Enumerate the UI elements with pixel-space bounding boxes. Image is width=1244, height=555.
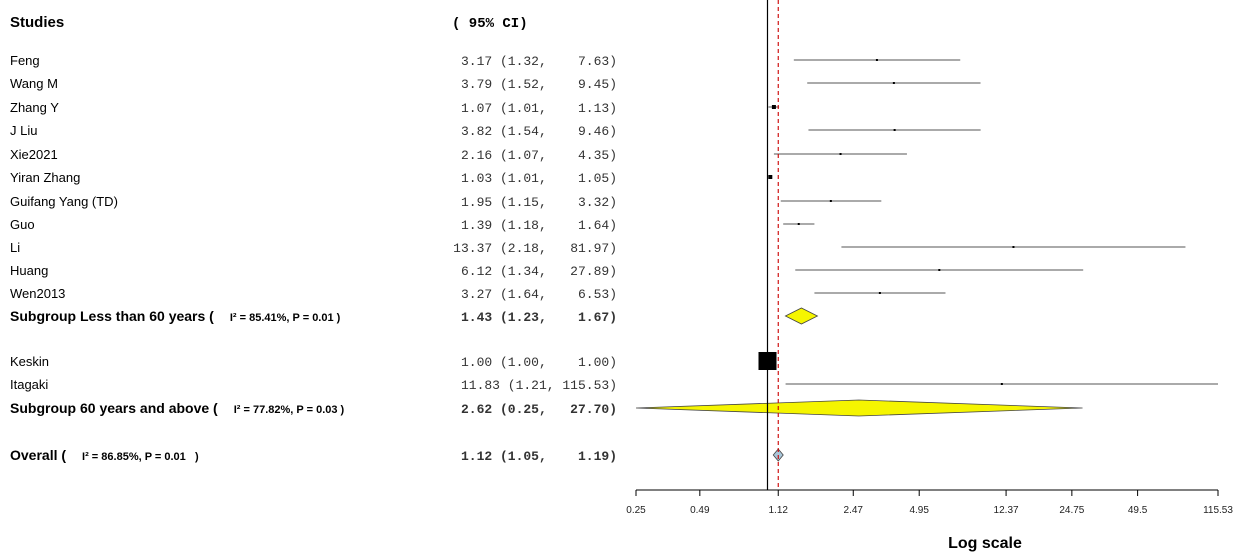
point-estimate: [938, 269, 941, 271]
x-tick-label: 1.12: [769, 505, 789, 516]
ci-text-column: 3.17 (1.32, 7.63) 3.79 (1.52, 9.45) 1.07 (…: [453, 54, 617, 464]
x-tick-label: 49.5: [1128, 505, 1148, 516]
header-ci: ( 95% CI): [452, 16, 528, 32]
row-label: Keskin: [10, 354, 49, 369]
row-label: Subgroup Less than 60 years (: [10, 308, 214, 324]
ci-text: 13.37 (2.18, 81.97): [453, 241, 617, 256]
x-tick-label: 0.25: [626, 505, 646, 516]
ci-text: 1.12 (1.05, 1.19): [461, 449, 617, 464]
point-estimate: [1012, 246, 1015, 248]
row-label: Xie2021: [10, 147, 58, 162]
ci-text: 1.95 (1.15, 3.32): [461, 195, 617, 210]
point-estimate: [875, 59, 878, 61]
x-tick-label: 115.53: [1203, 505, 1233, 516]
ci-text: 1.39 (1.18, 1.64): [461, 218, 617, 233]
row-label: J Liu: [10, 123, 37, 138]
point-estimate: [771, 105, 776, 109]
ci-text: 3.79 (1.52, 9.45): [461, 77, 617, 92]
point-estimate: [893, 129, 896, 131]
header-studies: Studies: [10, 14, 64, 31]
ci-text: 1.43 (1.23, 1.67): [461, 310, 617, 325]
row-labels: Feng Wang M Zhang Y J Liu Xie2021 Yiran Zhang…: [10, 53, 345, 463]
heterogeneity-stat: I² = 77.82%, P = 0.03 ): [234, 404, 345, 416]
ci-text: 3.27 (1.64, 6.53): [461, 287, 617, 302]
x-tick-label: 4.95: [909, 505, 929, 516]
ci-text: 6.12 (1.34, 27.89): [461, 264, 617, 279]
ci-text: 3.82 (1.54, 9.46): [461, 124, 617, 139]
row-label: Wen2013: [10, 286, 65, 301]
point-estimate: [892, 82, 895, 84]
ci-text: 2.62 (0.25, 27.70): [461, 402, 617, 417]
x-tick-label: 0.49: [690, 505, 710, 516]
heterogeneity-stat: I² = 85.41%, P = 0.01 ): [230, 312, 341, 324]
x-tick-label: 12.37: [994, 505, 1019, 516]
ci-text: 3.17 (1.32, 7.63): [461, 54, 617, 69]
x-axis: 0.25 0.49 1.12 2.47 4.95 12.37 24.75 49.5 115.53: [626, 489, 1233, 516]
row-label: Li: [10, 240, 20, 255]
ci-text: 1.07 (1.01, 1.13): [461, 101, 617, 116]
row-label: Subgroup 60 years and above (: [10, 400, 218, 416]
row-label: Huang: [10, 263, 48, 278]
row-label: Itagaki: [10, 377, 48, 392]
x-axis-title: Log scale: [948, 535, 1022, 552]
heterogeneity-stat: I² = 86.85%, P = 0.01 ): [82, 451, 199, 463]
point-estimate: [1000, 383, 1003, 385]
plot-marks: [635, 0, 1218, 490]
ci-text: 1.03 (1.01, 1.05): [461, 171, 617, 186]
point-estimate: [797, 223, 800, 225]
point-estimate: [878, 292, 881, 294]
point-estimate: [829, 200, 832, 202]
ci-text: 11.83 (1.21, 115.53): [461, 378, 617, 393]
row-label: Guifang Yang (TD): [10, 194, 118, 209]
row-label: Zhang Y: [10, 100, 59, 115]
point-estimate: [839, 153, 842, 155]
row-label: Overall (: [10, 447, 66, 463]
row-label: Feng: [10, 53, 40, 68]
summary-diamond: [784, 307, 819, 325]
ci-text: 2.16 (1.07, 4.35): [461, 148, 617, 163]
point-estimate: [768, 175, 773, 179]
x-tick-label: 24.75: [1059, 505, 1084, 516]
row-label: Yiran Zhang: [10, 170, 80, 185]
row-label: Wang M: [10, 76, 58, 91]
x-tick-label: 2.47: [844, 505, 864, 516]
ci-text: 1.00 (1.00, 1.00): [461, 355, 617, 370]
row-label: Guo: [10, 217, 35, 232]
summary-diamond: [635, 399, 1083, 417]
